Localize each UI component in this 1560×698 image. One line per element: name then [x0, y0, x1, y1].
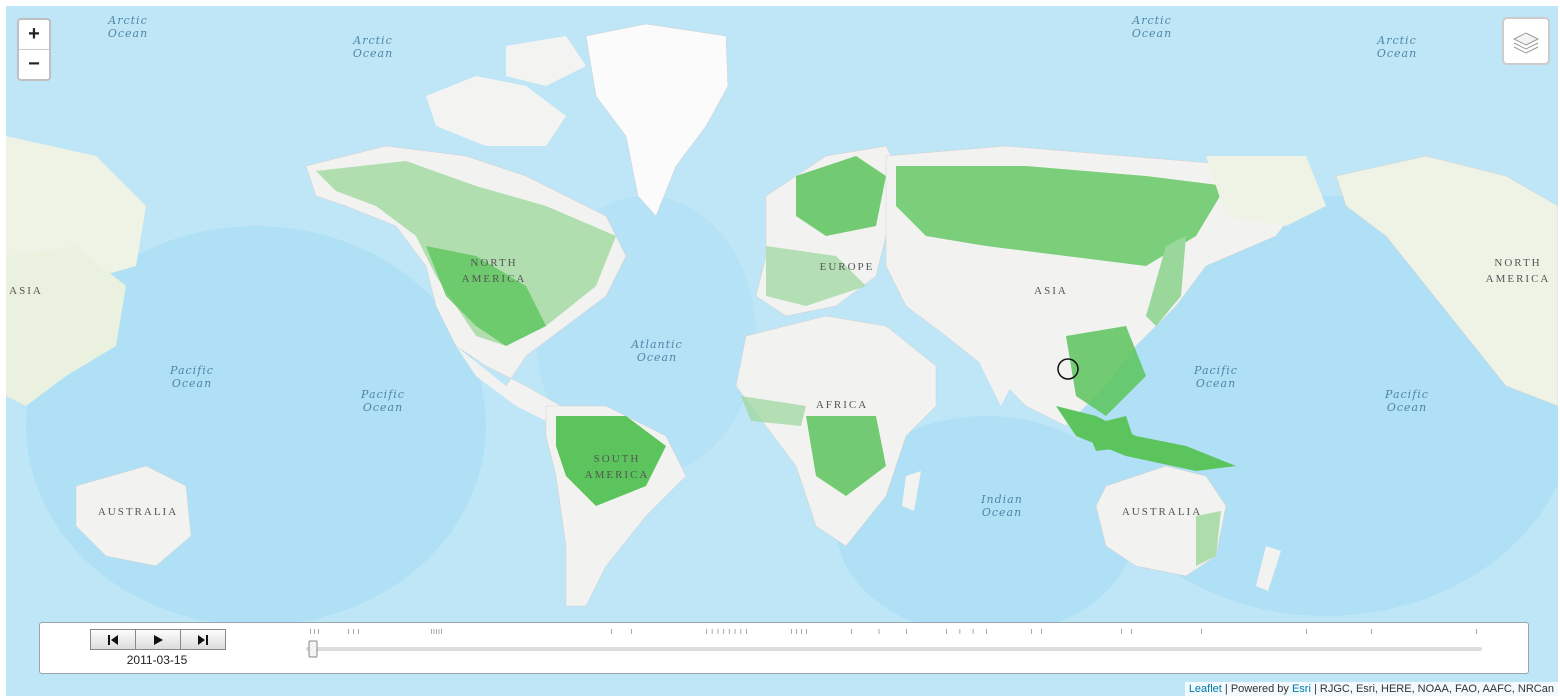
zoom-out-button[interactable]: −: [19, 49, 49, 79]
timeline-tick: [1121, 629, 1122, 634]
timeline-tick: [1476, 629, 1477, 634]
play-icon: [154, 634, 163, 645]
layers-icon: [1512, 32, 1540, 54]
timeline-tick: [353, 629, 354, 634]
timeline-tick: [438, 629, 440, 634]
timeline-tick: [734, 629, 736, 634]
skip-forward-icon: [198, 634, 208, 645]
timeline-tick: [972, 629, 974, 634]
timeline-tick: [358, 629, 359, 634]
timeline-tick: [906, 629, 907, 634]
ocean-label-pacific-2: Pacific Ocean: [361, 388, 405, 414]
basemap: [6, 6, 1558, 696]
zoom-control: + −: [17, 18, 51, 81]
continent-label-asia-west: ASIA: [9, 285, 43, 297]
ocean-label-atlantic: Atlantic Ocean: [631, 338, 683, 364]
ocean-label-pacific-1: Pacific Ocean: [170, 364, 214, 390]
continent-label-south-america: SOUTH AMERICA: [584, 453, 650, 481]
attribution-powered-by: | Powered by: [1221, 683, 1292, 695]
timeline-tick: [723, 629, 725, 634]
timeline-tick: [348, 629, 349, 634]
attribution-sources: | RJGC, Esri, HERE, NOAA, FAO, AAFC, NRC…: [1310, 683, 1554, 695]
timeline-tick: [1371, 629, 1372, 634]
timeline-tick: [706, 629, 707, 634]
timeline-tick: [796, 629, 797, 634]
ocean-label-pacific-4: Pacific Ocean: [1385, 388, 1429, 414]
australia: [1095, 465, 1227, 577]
esri-link[interactable]: Esri: [1291, 683, 1311, 695]
map-view[interactable]: Arctic Ocean Arctic Ocean Arctic Ocean A…: [6, 6, 1558, 696]
leaflet-link[interactable]: Leaflet: [1188, 683, 1222, 695]
timeline-tick: [959, 629, 961, 634]
timeline-tick: [441, 629, 442, 634]
timeline-tick: [791, 629, 792, 634]
greenland: [585, 23, 729, 217]
timeline-tick: [740, 629, 742, 634]
timeline-tick: [310, 629, 311, 634]
zoom-in-button[interactable]: +: [28, 23, 40, 45]
timeline-tick: [1306, 629, 1307, 634]
step-forward-button[interactable]: [181, 629, 226, 650]
timeline-tick: [1201, 629, 1202, 634]
timeline-tick: [1041, 629, 1042, 634]
current-date: 2011-03-15: [126, 653, 188, 667]
ocean-label-arctic-1: Arctic Ocean: [107, 14, 149, 40]
continent-label-asia: ASIA: [1034, 285, 1068, 297]
timeline-handle: [308, 640, 318, 658]
timeline-tick: [878, 629, 880, 634]
timeline-tick: [1131, 629, 1132, 634]
timeline-tick: [433, 629, 435, 634]
timeline-tick: [851, 629, 852, 634]
playback-buttons: [90, 629, 226, 650]
timeline-tick: [746, 629, 747, 634]
continent-label-africa: AFRICA: [815, 399, 869, 411]
timeline-slider[interactable]: [306, 627, 1496, 661]
timeline-tick: [631, 629, 632, 634]
timeline-tick: [318, 629, 319, 634]
timeline-tick: [801, 629, 802, 634]
continent-label-north-america-east: NORTH AMERICA: [1485, 257, 1551, 285]
timeline-tick: [986, 629, 987, 634]
time-dimension-control: 2011-03-15: [39, 622, 1529, 674]
continent-label-australia: AUSTRALIA: [1121, 506, 1203, 518]
play-button[interactable]: [136, 629, 181, 650]
timeline-tick: [314, 629, 315, 634]
step-backward-button[interactable]: [90, 629, 136, 650]
ocean-label-arctic-2: Arctic Ocean: [352, 34, 394, 60]
timeline-tick: [436, 629, 437, 634]
timeline-tick: [711, 629, 713, 634]
ocean-label-arctic-3: Arctic Ocean: [1131, 14, 1173, 40]
timeline-tick: [717, 629, 719, 634]
continent-label-north-america: NORTH AMERICA: [461, 257, 527, 285]
timeline-tick: [1031, 629, 1032, 634]
ocean-label-pacific-3: Pacific Ocean: [1194, 364, 1238, 390]
layers-button[interactable]: [1502, 17, 1550, 65]
timeline-tick: [728, 629, 730, 634]
attribution: Leaflet | Powered by Esri | RJGC, Esri, …: [1184, 682, 1558, 696]
skip-back-icon: [108, 634, 118, 645]
ocean-label-arctic-4: Arctic Ocean: [1376, 34, 1418, 60]
timeline-tick: [431, 629, 432, 634]
timeline-tick: [806, 629, 807, 634]
timeline-tick: [611, 629, 612, 634]
continent-label-australia-west: AUSTRALIA: [97, 506, 179, 518]
ocean-label-indian: Indian Ocean: [981, 493, 1023, 519]
timeline-tick: [946, 629, 947, 634]
continent-label-europe: EUROPE: [819, 261, 875, 273]
location-marker: [1057, 358, 1079, 380]
timeline-track: [306, 647, 1482, 651]
